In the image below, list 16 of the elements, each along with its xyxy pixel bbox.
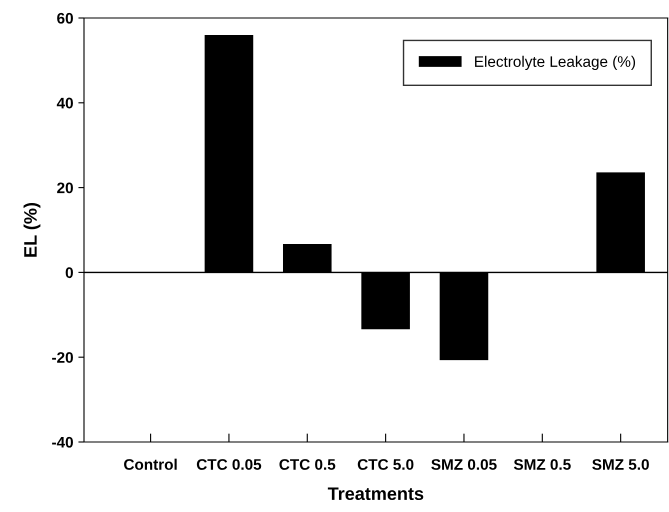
- y-tick-label: 40: [56, 98, 73, 108]
- x-tick-label: SMZ 0.05: [431, 459, 497, 470]
- x-tick-label: Control: [124, 458, 177, 470]
- x-tick-label: SMZ 5.0: [592, 459, 649, 470]
- y-tick-label: -40: [52, 436, 73, 448]
- x-axis-title: Treatments: [328, 487, 424, 500]
- y-tick-label: -20: [52, 352, 73, 363]
- y-tick-label: 60: [57, 12, 73, 24]
- y-axis-title: EL (%): [24, 202, 40, 257]
- x-tick-label: CTC 0.05: [196, 459, 262, 470]
- x-tick-label: CTC 5.0: [358, 459, 414, 470]
- x-tick-label: CTC 0.5: [279, 459, 336, 470]
- y-tick-label: 20: [57, 182, 73, 194]
- y-tick-label: 0: [66, 267, 73, 278]
- legend-label: Electrolyte Leakage (%): [475, 56, 636, 70]
- x-tick-label: SMZ 0.5: [514, 459, 571, 470]
